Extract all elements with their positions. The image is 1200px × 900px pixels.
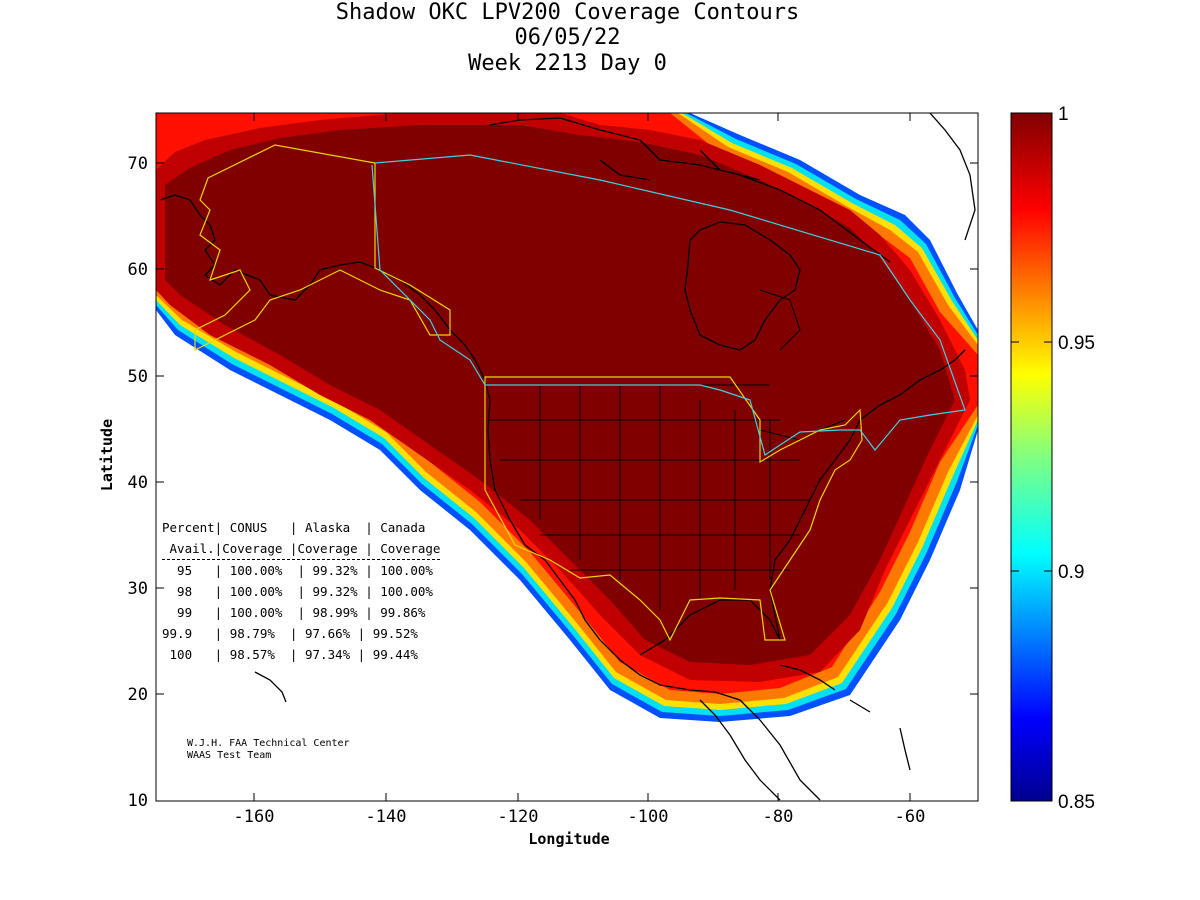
coverage-table-header: Percent| CONUS | Alaska | Canada [162,520,426,535]
y-axis-label: Latitude [98,419,116,491]
colorbar-label: 1 [1058,104,1069,125]
y-tick-label: 30 [128,579,148,599]
x-tick-label: -120 [498,807,539,827]
y-tick-label: 70 [128,154,148,174]
y-tick-label: 40 [128,473,148,493]
arctic-islands [489,117,891,263]
coverage-table-row: 95 | 100.00% | 99.32% | 100.00% [162,563,433,578]
coastlines [159,113,976,801]
y-tick-label: 20 [128,685,148,705]
colorbar [1010,112,1053,802]
plot-frame [155,112,979,802]
coverage-table-row: 99.9 | 98.79% | 97.66% | 99.52% [162,626,418,641]
colorbar-label: 0.95 [1058,333,1095,354]
gulf-coastline [639,349,966,656]
colorbar-ticks [1011,341,1052,572]
map-title-line1: Shadow OKC LPV200 Coverage Contours [335,0,800,25]
axis-ticks [156,113,978,801]
y-tick-label: 50 [128,367,148,387]
coverage-contour-core [165,125,955,665]
credit-text: W.J.H. FAA Technical Center WAAS Test Tea… [187,738,350,762]
conus-service-boundary [484,376,863,642]
colorbar-label: 0.9 [1058,562,1084,583]
x-axis-label: Longitude [528,830,609,848]
map-title-week: Week 2213 Day 0 [468,51,667,76]
x-tick-label: -160 [234,807,275,827]
alaska-service-boundary [194,144,451,351]
pacific-northwest-coastline [419,294,821,801]
alaska-coastline [159,194,421,301]
central-america [699,699,781,801]
x-tick-label: -140 [366,807,407,827]
greenland [929,113,976,241]
service-volume-boundaries [194,144,966,642]
hudson-bay-coastline [684,221,801,351]
x-tick-label: -100 [628,807,669,827]
colorbar-label: 0.85 [1058,792,1095,813]
coverage-table: Percent| CONUS | Alaska | Canada Avail.|… [162,517,441,665]
credit-line: WAAS Test Team [187,750,272,761]
map-title-date: 06/05/22 [514,25,621,50]
caribbean-islands [254,664,911,771]
coverage-table-row: 98 | 100.00% | 99.32% | 100.00% [162,584,433,599]
x-tick-label: -80 [763,807,794,827]
coverage-table-header: Avail.|Coverage |Coverage | Coverage [162,538,441,560]
x-tick-label: -60 [895,807,926,827]
coverage-table-row: 99 | 100.00% | 98.99% | 99.86% [162,605,426,620]
y-tick-label: 60 [128,260,148,280]
y-tick-label: 10 [128,791,148,811]
canada-service-boundary [371,154,966,456]
credit-line: W.J.H. FAA Technical Center [187,738,350,749]
coverage-table-row: 100 | 98.57% | 97.34% | 99.44% [162,647,418,662]
